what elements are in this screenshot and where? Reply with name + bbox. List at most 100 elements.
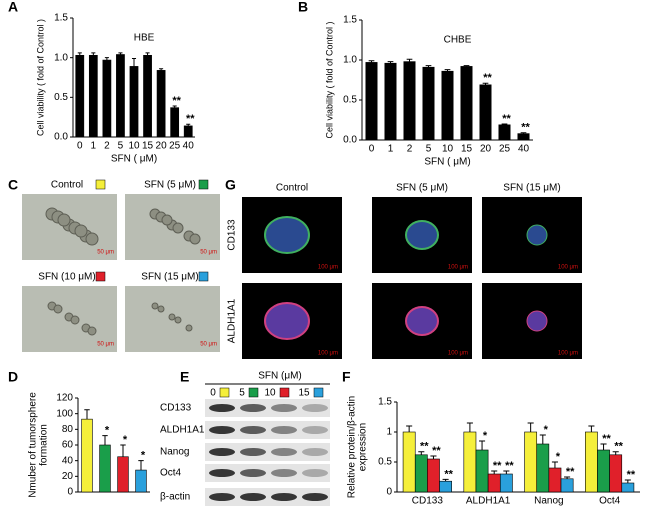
panel-label: B <box>298 0 308 15</box>
blot-row-label: Nanog <box>160 447 189 458</box>
sphere-cell <box>161 214 173 226</box>
error-bar <box>418 451 425 455</box>
x-tick-label: 15 <box>142 141 154 152</box>
error-bar <box>612 451 619 455</box>
x-tick-label: 5 <box>426 144 432 155</box>
panel-label: C <box>8 177 18 193</box>
x-tick-label: 1 <box>388 144 394 155</box>
significance: ** <box>432 445 441 457</box>
error-bar <box>77 52 82 56</box>
x-tick-label: 0 <box>369 144 375 155</box>
error-bar <box>551 461 558 468</box>
bar <box>463 431 477 493</box>
chart-title: HBE <box>134 33 155 44</box>
x-tick-label: Nanog <box>534 496 563 507</box>
bar <box>88 54 98 138</box>
error-bar <box>118 52 123 55</box>
y-tick-label: 1 <box>386 427 392 438</box>
image-label: SFN (15 μM) <box>141 272 198 283</box>
blot <box>205 488 330 506</box>
y-tick-label: 20 <box>62 471 74 482</box>
significance: ** <box>614 441 623 453</box>
legend-label: 0 <box>210 388 216 399</box>
bar <box>183 125 193 138</box>
image-label: Control <box>51 180 83 191</box>
error-bar <box>466 422 473 432</box>
y-tick-label: 0.5 <box>378 457 392 468</box>
image-label: SFN (5 μM) <box>144 180 196 191</box>
cell-stain <box>526 310 548 332</box>
significance: ** <box>602 433 611 445</box>
x-tick-label: 10 <box>128 141 140 152</box>
y-tick-label: 1.5 <box>54 13 68 24</box>
blot <box>205 399 330 417</box>
significance: ** <box>420 441 429 453</box>
x-tick-label: 5 <box>118 141 124 152</box>
x-axis-label: SFN ( μM) <box>424 157 470 168</box>
y-tick-label: 1.5 <box>343 15 357 26</box>
blot-row-label: CD133 <box>160 403 192 414</box>
band <box>209 469 235 477</box>
error-bar <box>501 123 508 125</box>
band <box>271 493 297 501</box>
error-bar <box>527 422 534 432</box>
significance: * <box>544 424 549 436</box>
sphere-cell <box>74 224 88 238</box>
column-label: SFN (5 μM) <box>396 183 448 194</box>
sphere-cell <box>189 233 201 245</box>
error-bar <box>91 52 96 56</box>
bar <box>156 70 166 138</box>
bar <box>365 62 378 141</box>
bar <box>427 458 440 493</box>
sphere-cell <box>172 222 184 234</box>
significance: ** <box>521 122 530 134</box>
band <box>209 448 235 456</box>
bar <box>621 482 635 493</box>
legend-label: 15 <box>298 388 310 399</box>
error-bar <box>503 470 510 474</box>
sphere-cell <box>85 232 99 246</box>
significance: ** <box>483 72 492 84</box>
sphere-cell <box>168 313 176 321</box>
error-bar <box>600 443 607 450</box>
blot <box>205 443 330 461</box>
blot-row-label: β-actin <box>160 492 190 503</box>
legend-swatch <box>198 179 209 190</box>
column-label: Control <box>276 183 308 194</box>
error-bar <box>104 57 109 61</box>
band <box>302 469 328 477</box>
y-tick-label: 0.0 <box>54 132 68 143</box>
legend-swatch <box>198 271 209 282</box>
error-bar <box>539 434 546 444</box>
legend-swatch <box>279 387 290 398</box>
error-bar <box>430 455 437 459</box>
cell-stain <box>264 216 310 254</box>
legend-swatch <box>219 387 230 398</box>
y-tick-label: 0 <box>67 487 73 498</box>
cell-stain <box>264 302 310 340</box>
bar <box>487 473 501 493</box>
band <box>240 448 266 456</box>
bar <box>585 431 598 493</box>
scale-label: 50 μm <box>200 250 217 256</box>
bar <box>116 54 125 138</box>
error-bar <box>479 440 486 450</box>
x-tick-label: 20 <box>156 141 168 152</box>
error-bar <box>520 132 527 134</box>
sphere-cell <box>53 304 63 314</box>
error-bar <box>406 425 413 432</box>
scale-label: 100 μm <box>558 351 578 357</box>
x-tick-label: Oct4 <box>599 496 621 507</box>
bar <box>81 418 93 493</box>
x-tick-label: ALDH1A1 <box>466 496 511 507</box>
x-tick-label: 40 <box>183 141 195 152</box>
error-bar <box>624 479 631 483</box>
sphere-cell <box>185 324 193 332</box>
band <box>240 404 266 412</box>
sphere-cell <box>151 302 159 310</box>
bar <box>597 449 610 493</box>
y-tick-label: 0.5 <box>54 92 68 103</box>
error-bar <box>564 476 571 479</box>
error-bar <box>131 57 137 67</box>
blot <box>205 421 330 439</box>
